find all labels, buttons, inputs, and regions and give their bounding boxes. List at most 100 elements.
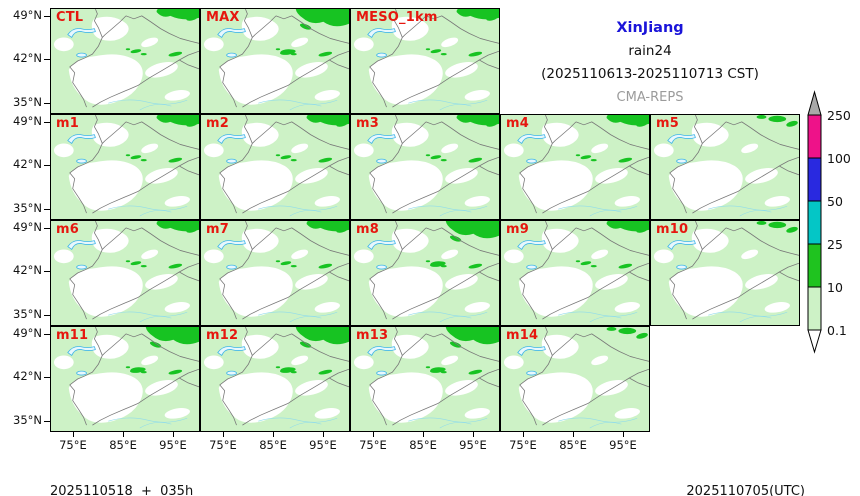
panel-label-m14: m14 [506, 328, 539, 343]
panel-m13: m13 [350, 326, 500, 432]
panel-m4: m4 [500, 114, 650, 220]
footer-valid-line-1: 2025110705(UTC) [686, 484, 805, 496]
panel-label-m2: m2 [206, 116, 229, 131]
lon-tick-label: 75°E [509, 438, 537, 452]
footer-init-line-1: 2025110518 + 035h [50, 484, 194, 496]
colorbar-label-10: 10 [827, 279, 843, 295]
panel-label-m6: m6 [56, 222, 79, 237]
panel-m6: m6 [50, 220, 200, 326]
panel-m10: m10 [650, 220, 800, 326]
panel-label-m13: m13 [356, 328, 389, 343]
lat-tick-label: 49°N [13, 114, 42, 129]
lon-tick-mark [72, 432, 74, 437]
lat-tick-label: 35°N [13, 413, 42, 428]
lat-tick-mark [44, 420, 50, 422]
panel-label-m7: m7 [206, 222, 229, 237]
title-period: (2025110613-2025110713 CST) [541, 66, 759, 82]
panel-m2: m2 [200, 114, 350, 220]
colorbar-label-50: 50 [827, 193, 843, 209]
panel-label-m1: m1 [56, 116, 79, 131]
colorbar-segment-3 [807, 243, 822, 288]
panel-label-m9: m9 [506, 222, 529, 237]
panel-label-m8: m8 [356, 222, 379, 237]
lon-tick-mark [522, 432, 524, 437]
lon-tick-mark [222, 432, 224, 437]
panel-label-m5: m5 [656, 116, 679, 131]
lat-tick-mark [44, 102, 50, 104]
lon-tick-label: 85°E [559, 438, 587, 452]
lat-tick-mark [44, 333, 50, 335]
colorbar-label-25: 25 [827, 236, 843, 252]
lon-tick-mark [323, 432, 324, 437]
lon-tick-mark [372, 432, 374, 437]
panel-label-MESO_1km: MESO_1km [356, 10, 438, 25]
lon-tick-mark [623, 432, 624, 437]
lon-tick-label: 75°E [209, 438, 237, 452]
footer-valid-times: 2025110705(UTC) 2025110713(CST) [605, 456, 805, 496]
panel-m11: m11 [50, 326, 200, 432]
colorbar-label-250: 250 [827, 107, 851, 123]
panel-label-m10: m10 [656, 222, 689, 237]
lon-tick-label: 95°E [609, 438, 637, 452]
lon-tick-label: 95°E [309, 438, 337, 452]
panel-MESO_1km: MESO_1km [350, 8, 500, 114]
lat-tick-label: 49°N [13, 8, 42, 23]
colorbar-segment-2 [807, 200, 822, 245]
lat-tick-mark [44, 121, 50, 123]
lat-tick-mark [44, 270, 50, 272]
panel-label-m11: m11 [56, 328, 89, 343]
lon-tick-label: 75°E [359, 438, 387, 452]
panel-m1: m1 [50, 114, 200, 220]
colorbar-label-0.1: 0.1 [827, 322, 847, 338]
panel-m9: m9 [500, 220, 650, 326]
lon-tick-mark [573, 432, 575, 437]
lon-tick-mark [123, 432, 125, 437]
lat-tick-label: 35°N [13, 307, 42, 322]
footer-init-times: 2025110518 + 035h 2025110602 + 035h [50, 456, 193, 496]
lat-tick-label: 42°N [13, 369, 42, 384]
panel-m12: m12 [200, 326, 350, 432]
colorbar-arrow-up [807, 90, 822, 116]
lon-tick-label: 95°E [159, 438, 187, 452]
panel-label-CTL: CTL [56, 10, 84, 25]
panel-label-MAX: MAX [206, 10, 240, 25]
lon-tick-label: 85°E [259, 438, 287, 452]
panel-CTL: CTL [50, 8, 200, 114]
panel-m5: m5 [650, 114, 800, 220]
panel-label-m3: m3 [356, 116, 379, 131]
lat-tick-mark [44, 208, 50, 210]
panel-m8: m8 [350, 220, 500, 326]
panel-MAX: MAX [200, 8, 350, 114]
lat-tick-label: 42°N [13, 263, 42, 278]
lon-tick-mark [173, 432, 174, 437]
panel-m14: m14 [500, 326, 650, 432]
lon-tick-label: 85°E [409, 438, 437, 452]
lon-tick-mark [473, 432, 474, 437]
title-block: XinJiang rain24 (2025110613-2025110713 C… [500, 17, 800, 109]
lat-tick-mark [44, 376, 50, 378]
colorbar-segment-0 [807, 114, 822, 159]
title-model: CMA-REPS [616, 90, 684, 105]
lat-tick-label: 49°N [13, 220, 42, 235]
panel-m7: m7 [200, 220, 350, 326]
colorbar-label-100: 100 [827, 150, 851, 166]
lat-tick-mark [44, 314, 50, 316]
colorbar-svg [807, 90, 822, 354]
title-variable: rain24 [628, 43, 672, 59]
panel-label-m12: m12 [206, 328, 239, 343]
colorbar-segment-1 [807, 157, 822, 202]
panel-label-m4: m4 [506, 116, 529, 131]
colorbar-segment-4 [807, 286, 822, 331]
lon-tick-label: 85°E [109, 438, 137, 452]
lat-tick-label: 42°N [13, 157, 42, 172]
lon-tick-mark [423, 432, 425, 437]
lat-tick-mark [44, 227, 50, 229]
lat-tick-label: 35°N [13, 95, 42, 110]
lat-tick-mark [44, 15, 50, 17]
lat-tick-mark [44, 58, 50, 60]
title-region: XinJiang [616, 20, 684, 36]
lon-tick-mark [273, 432, 275, 437]
lon-tick-label: 75°E [59, 438, 87, 452]
colorbar-arrow-down [807, 329, 822, 354]
